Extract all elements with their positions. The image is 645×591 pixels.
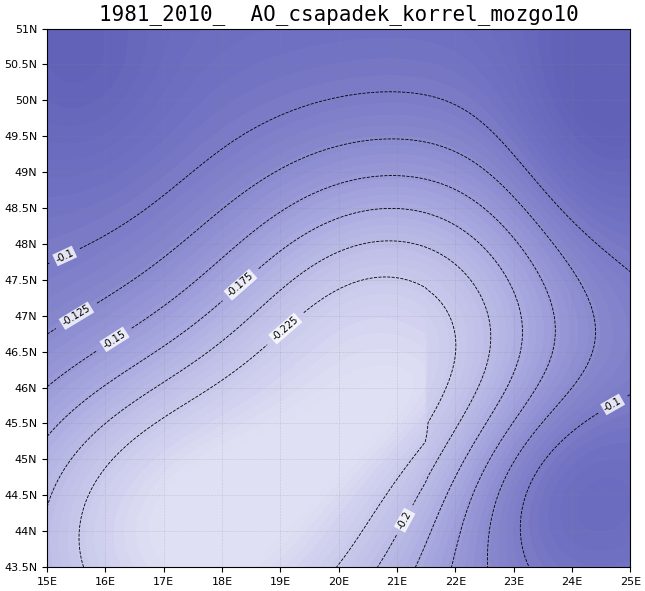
- Text: -0.225: -0.225: [270, 314, 301, 343]
- Title: 1981_2010_  AO_csapadek_korrel_mozgo10: 1981_2010_ AO_csapadek_korrel_mozgo10: [99, 4, 579, 25]
- Text: -0.175: -0.175: [226, 271, 255, 299]
- Text: -0.1: -0.1: [602, 395, 623, 414]
- Text: -0.15: -0.15: [101, 329, 128, 350]
- Text: -0.1: -0.1: [54, 248, 75, 264]
- Text: -0.125: -0.125: [61, 303, 92, 328]
- Text: -0.2: -0.2: [396, 509, 413, 531]
